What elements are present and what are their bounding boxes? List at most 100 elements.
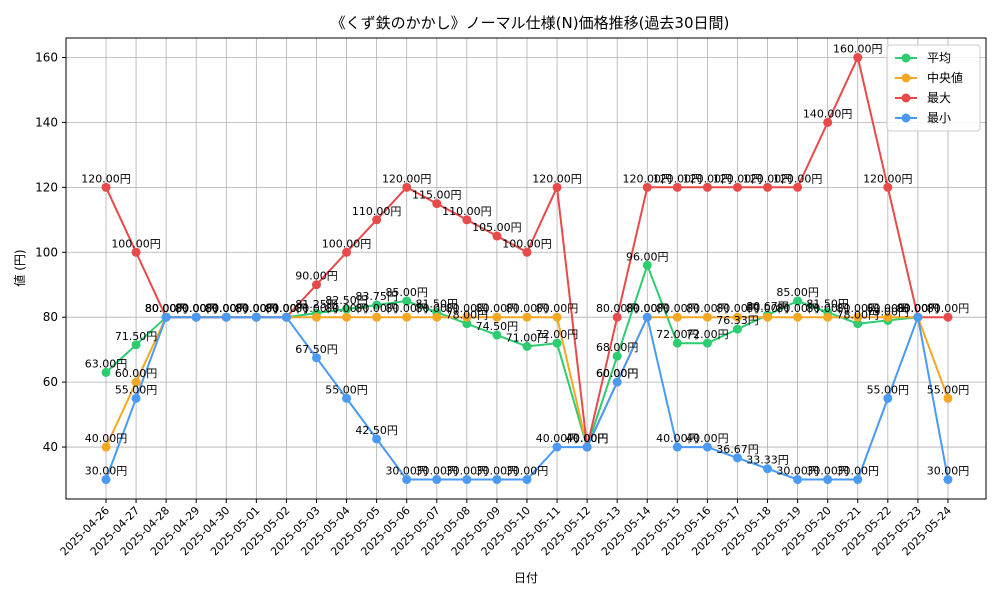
data-label: 72.00円 <box>536 328 579 341</box>
data-label: 80.00円 <box>626 302 669 315</box>
data-point <box>552 182 562 192</box>
data-label: 63.00円 <box>85 357 128 370</box>
legend-label: 平均 <box>927 51 951 65</box>
data-point <box>402 182 412 192</box>
data-point <box>642 260 652 270</box>
y-tick-label: 120 <box>35 180 58 194</box>
data-point <box>853 52 863 62</box>
data-point <box>372 434 382 444</box>
legend-label: 最小 <box>927 111 951 125</box>
data-point <box>402 475 412 485</box>
data-point <box>793 475 803 485</box>
data-point <box>732 312 742 322</box>
data-label: 42.50円 <box>355 424 398 437</box>
data-label: 71.00円 <box>506 331 549 344</box>
data-label: 80.00円 <box>837 302 880 315</box>
data-label: 80.00円 <box>776 302 819 315</box>
legend-marker <box>901 93 911 103</box>
data-label: 80.00円 <box>656 302 699 315</box>
data-label: 80.00円 <box>205 302 248 315</box>
data-label: 80.00円 <box>476 302 519 315</box>
data-point <box>642 182 652 192</box>
data-point <box>763 182 773 192</box>
data-label: 80.00円 <box>205 302 248 315</box>
data-label: 40.00円 <box>566 432 609 445</box>
grid-lines <box>66 38 986 499</box>
data-point <box>552 338 562 348</box>
data-point <box>522 475 532 485</box>
data-label: 80.00円 <box>897 302 940 315</box>
data-point <box>101 442 111 452</box>
data-point <box>672 182 682 192</box>
data-point <box>311 312 321 322</box>
data-point <box>432 312 442 322</box>
data-label: 80.00円 <box>175 302 218 315</box>
data-label: 80.00円 <box>265 302 308 315</box>
data-label: 80.00円 <box>536 302 579 315</box>
y-tick-label: 40 <box>43 440 58 454</box>
data-point <box>342 312 352 322</box>
data-label: 60.00円 <box>115 367 158 380</box>
data-point <box>492 231 502 241</box>
data-label: 120.00円 <box>863 172 913 185</box>
data-point <box>492 475 502 485</box>
data-label: 80.00円 <box>175 302 218 315</box>
data-point <box>402 296 412 306</box>
data-point <box>251 312 261 322</box>
data-label: 80.00円 <box>265 302 308 315</box>
data-point <box>763 312 773 322</box>
data-label: 72.00円 <box>686 328 729 341</box>
data-point <box>943 393 953 403</box>
data-point <box>943 312 953 322</box>
x-axis-ticks: 2025-04-262025-04-272025-04-282025-04-29… <box>58 499 954 558</box>
data-label: 80.00円 <box>235 302 278 315</box>
data-label: 80.00円 <box>385 302 428 315</box>
data-point <box>552 442 562 452</box>
data-label: 60.00円 <box>596 367 639 380</box>
data-label: 40.00円 <box>566 432 609 445</box>
data-label: 120.00円 <box>713 172 763 185</box>
data-label: 80.00円 <box>145 302 188 315</box>
data-label: 80.00円 <box>446 302 489 315</box>
data-label: 80.00円 <box>295 302 338 315</box>
data-point <box>372 300 382 310</box>
data-label: 30.00円 <box>776 465 819 478</box>
y-tick-label: 160 <box>35 50 58 64</box>
data-label: 40.00円 <box>536 432 579 445</box>
y-axis-ticks: 40 60 80 100 120 140 160 <box>35 50 66 454</box>
data-point <box>582 442 592 452</box>
data-label: 78.00円 <box>837 309 880 322</box>
data-label: 82.50円 <box>325 294 368 307</box>
data-point <box>161 312 171 322</box>
data-label: 68.00円 <box>596 341 639 354</box>
data-point <box>883 312 893 322</box>
legend-box <box>886 44 981 132</box>
y-tick-label: 140 <box>35 115 58 129</box>
data-point <box>853 475 863 485</box>
legend-marker <box>901 73 911 83</box>
data-label: 80.00円 <box>205 302 248 315</box>
data-label: 85.00円 <box>385 286 428 299</box>
data-label: 120.00円 <box>382 172 432 185</box>
data-point <box>823 475 833 485</box>
data-point <box>853 319 863 329</box>
y-tick-label: 80 <box>43 310 58 324</box>
data-point <box>522 312 532 322</box>
data-point <box>883 393 893 403</box>
data-label: 110.00円 <box>442 205 492 218</box>
data-point <box>492 330 502 340</box>
data-point <box>612 312 622 322</box>
data-label: 120.00円 <box>81 172 131 185</box>
data-label: 55.00円 <box>927 383 970 396</box>
data-point <box>672 338 682 348</box>
data-label: 80.00円 <box>897 302 940 315</box>
data-label: 81.50円 <box>806 297 849 310</box>
data-label: 120.00円 <box>532 172 582 185</box>
data-label: 55.00円 <box>325 383 368 396</box>
data-label: 120.00円 <box>743 172 793 185</box>
data-label: 96.00円 <box>626 250 669 263</box>
data-label: 67.50円 <box>295 343 338 356</box>
data-point <box>492 312 502 322</box>
data-label: 78.00円 <box>446 309 489 322</box>
